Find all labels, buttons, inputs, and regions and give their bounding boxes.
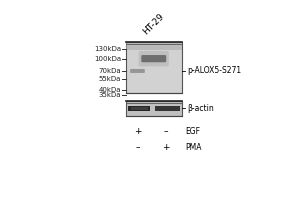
Text: –: –: [163, 127, 168, 136]
Text: +: +: [134, 127, 141, 136]
Bar: [130, 107, 148, 110]
Text: 100kDa: 100kDa: [94, 56, 121, 62]
Text: 35kDa: 35kDa: [99, 92, 121, 98]
Text: +: +: [162, 143, 169, 152]
Text: EGF: EGF: [185, 127, 200, 136]
Text: β-actin: β-actin: [188, 104, 214, 113]
Bar: [126, 101, 182, 116]
Text: PMA: PMA: [185, 143, 202, 152]
FancyBboxPatch shape: [141, 55, 166, 62]
Bar: [155, 106, 181, 111]
Bar: [128, 106, 150, 111]
Text: HT-29: HT-29: [141, 12, 166, 36]
Text: –: –: [135, 143, 140, 152]
Text: 70kDa: 70kDa: [99, 68, 121, 74]
Text: p-ALOX5-S271: p-ALOX5-S271: [188, 66, 242, 75]
Text: 55kDa: 55kDa: [99, 76, 121, 82]
Bar: [126, 42, 182, 50]
FancyBboxPatch shape: [130, 69, 145, 73]
FancyBboxPatch shape: [139, 51, 169, 66]
Text: 130kDa: 130kDa: [94, 46, 121, 52]
Text: 40kDa: 40kDa: [99, 87, 121, 93]
Bar: [126, 42, 182, 93]
